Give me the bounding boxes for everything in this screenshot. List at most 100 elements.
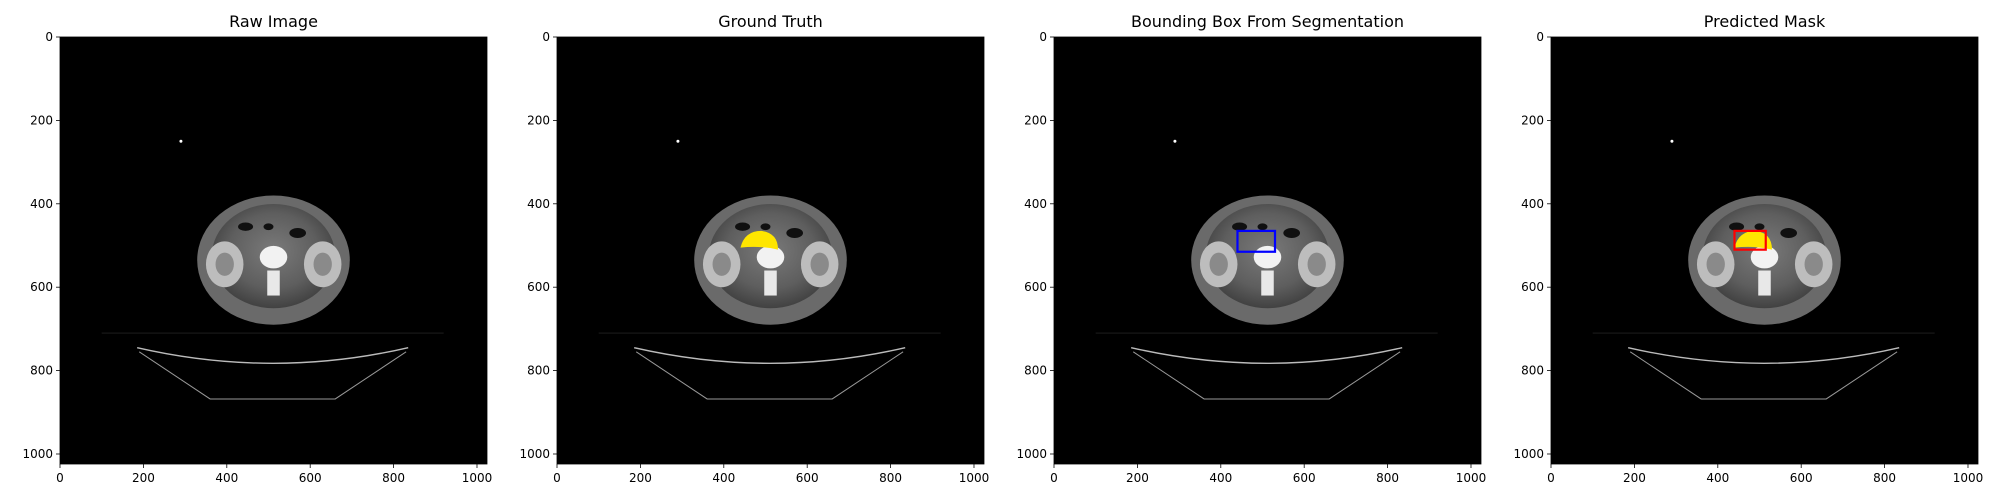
x-tick-label: 200 — [1126, 471, 1149, 485]
y-tick-label: 600 — [30, 280, 53, 294]
scanner-table — [1095, 332, 1438, 400]
kidney-pelvis — [1307, 252, 1326, 276]
gas-pocket — [1780, 227, 1798, 238]
panel-title: Raw Image — [229, 12, 318, 31]
y-tick-label: 200 — [527, 113, 550, 127]
x-tick-label: 1000 — [462, 471, 493, 485]
y-tick-label: 800 — [30, 364, 53, 378]
segmentation-mask — [1734, 230, 1773, 250]
y-tick-label: 800 — [527, 364, 550, 378]
gas-pocket — [1729, 222, 1745, 231]
marker-dot — [1670, 139, 1674, 143]
y-tick-label: 1000 — [1016, 447, 1047, 461]
x-tick-label: 1000 — [1953, 471, 1984, 485]
spinous-process — [764, 270, 777, 296]
vertebra — [1253, 245, 1282, 269]
axes-frame — [556, 36, 985, 465]
x-tick-label: 200 — [1623, 471, 1646, 485]
segmentation-mask — [740, 230, 779, 250]
marker-dot — [676, 139, 680, 143]
gas-pocket — [1232, 222, 1248, 231]
y-tick-label: 400 — [1521, 197, 1544, 211]
marker-dot — [1173, 139, 1177, 143]
axes-frame — [1053, 36, 1482, 465]
x-tick-label: 0 — [553, 471, 561, 485]
vertebra — [756, 245, 785, 269]
x-tick-label: 1000 — [1456, 471, 1487, 485]
kidney-pelvis — [712, 252, 731, 276]
x-tick-label: 800 — [1873, 471, 1896, 485]
x-tick-label: 600 — [796, 471, 819, 485]
x-tick-label: 600 — [1790, 471, 1813, 485]
x-tick-label: 0 — [1547, 471, 1555, 485]
x-tick-label: 0 — [1050, 471, 1058, 485]
panel-title: Bounding Box From Segmentation — [1131, 12, 1404, 31]
y-tick-label: 1000 — [1513, 447, 1544, 461]
y-tick-label: 200 — [30, 113, 53, 127]
y-tick-label: 600 — [527, 280, 550, 294]
x-tick-label: 0 — [56, 471, 64, 485]
kidney-pelvis — [1209, 252, 1228, 276]
x-tick-label: 600 — [1293, 471, 1316, 485]
kidney-pelvis — [1706, 252, 1725, 276]
y-tick-label: 600 — [1024, 280, 1047, 294]
y-tick-label: 0 — [1536, 30, 1544, 44]
spinous-process — [1261, 270, 1274, 296]
axes-frame — [59, 36, 488, 465]
vertebra — [259, 245, 288, 269]
gas-pocket — [263, 223, 274, 231]
y-tick-label: 800 — [1521, 364, 1544, 378]
bounding-box — [1236, 229, 1277, 253]
predicted-box — [1733, 229, 1767, 251]
x-tick-label: 1000 — [959, 471, 990, 485]
gas-pocket — [786, 227, 804, 238]
x-tick-label: 400 — [712, 471, 735, 485]
x-tick-label: 200 — [629, 471, 652, 485]
scanner-table — [101, 332, 444, 400]
kidney-pelvis — [810, 252, 829, 276]
axes-frame — [1550, 36, 1979, 465]
spinous-process — [267, 270, 280, 296]
y-tick-label: 0 — [1039, 30, 1047, 44]
y-tick-label: 200 — [1024, 113, 1047, 127]
gas-pocket — [1257, 223, 1268, 231]
scanner-table — [598, 332, 941, 400]
y-tick-label: 1000 — [22, 447, 53, 461]
y-tick-label: 600 — [1521, 280, 1544, 294]
kidney-pelvis — [313, 252, 332, 276]
gas-pocket — [760, 223, 771, 231]
gas-pocket — [238, 222, 254, 231]
y-tick-label: 400 — [527, 197, 550, 211]
gas-pocket — [735, 222, 751, 231]
x-tick-label: 800 — [382, 471, 405, 485]
y-tick-label: 1000 — [519, 447, 550, 461]
x-tick-label: 200 — [132, 471, 155, 485]
y-tick-label: 200 — [1521, 113, 1544, 127]
panel-title: Predicted Mask — [1704, 12, 1826, 31]
x-tick-label: 400 — [1209, 471, 1232, 485]
kidney-pelvis — [1804, 252, 1823, 276]
y-tick-label: 800 — [1024, 364, 1047, 378]
y-tick-label: 400 — [1024, 197, 1047, 211]
kidney-pelvis — [215, 252, 234, 276]
x-tick-label: 600 — [299, 471, 322, 485]
panel-title: Ground Truth — [718, 12, 823, 31]
x-tick-label: 400 — [1706, 471, 1729, 485]
marker-dot — [179, 139, 183, 143]
x-tick-label: 800 — [1376, 471, 1399, 485]
scanner-table — [1592, 332, 1935, 400]
gas-pocket — [1754, 223, 1765, 231]
y-tick-label: 400 — [30, 197, 53, 211]
y-tick-label: 0 — [45, 30, 53, 44]
x-tick-label: 800 — [879, 471, 902, 485]
gas-pocket — [289, 227, 307, 238]
spinous-process — [1758, 270, 1771, 296]
panel-bbox: Bounding Box From Segmentation 0 200 400 600… — [1016, 12, 1486, 485]
gas-pocket — [1283, 227, 1301, 238]
y-tick-label: 0 — [542, 30, 550, 44]
x-tick-label: 400 — [215, 471, 238, 485]
